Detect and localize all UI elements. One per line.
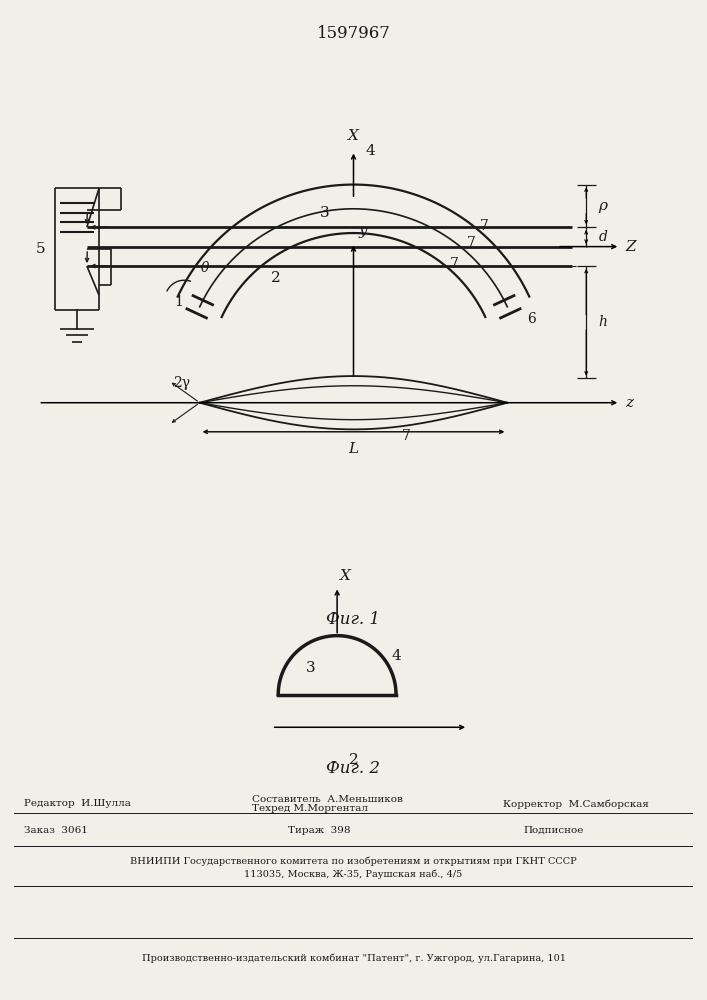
Text: θ: θ (200, 261, 209, 275)
Text: 6: 6 (527, 312, 535, 326)
Text: Фиг. 1: Фиг. 1 (327, 611, 380, 628)
Text: Редактор  И.Шулла: Редактор И.Шулла (24, 799, 132, 808)
Text: Производственно-издательский комбинат "Патент", г. Ужгород, ул.Гагарина, 101: Производственно-издательский комбинат "П… (141, 953, 566, 963)
Text: Тираж  398: Тираж 398 (288, 826, 351, 835)
Text: Заказ  3061: Заказ 3061 (24, 826, 88, 835)
Text: 7: 7 (402, 429, 411, 443)
Text: z: z (625, 396, 633, 410)
Text: L: L (349, 442, 358, 456)
Text: Z: Z (625, 240, 636, 254)
Text: 1597967: 1597967 (317, 24, 390, 41)
Text: d: d (598, 230, 607, 244)
Text: 4: 4 (391, 649, 401, 663)
Text: 113035, Москва, Ж-35, Раушская наб., 4/5: 113035, Москва, Ж-35, Раушская наб., 4/5 (245, 870, 462, 879)
Text: 7: 7 (467, 236, 476, 250)
Text: 4: 4 (366, 144, 375, 158)
Text: Подписное: Подписное (523, 826, 583, 835)
Text: 3: 3 (306, 661, 316, 675)
Text: X: X (340, 569, 351, 583)
Text: 5: 5 (36, 242, 46, 256)
Text: X: X (348, 129, 359, 143)
Text: ВНИИПИ Государственного комитета по изобретениям и открытиям при ГКНТ СССР: ВНИИПИ Государственного комитета по изоб… (130, 857, 577, 866)
Text: 2: 2 (349, 753, 358, 767)
Text: ρ: ρ (598, 199, 607, 213)
Text: Техред М.Моргентал: Техред М.Моргентал (252, 804, 368, 813)
Text: 7: 7 (450, 257, 459, 271)
Text: Фиг. 2: Фиг. 2 (327, 760, 380, 777)
Text: Составитель  А.Меньшиков: Составитель А.Меньшиков (252, 795, 402, 804)
Text: 1: 1 (174, 295, 182, 309)
Text: y: y (358, 224, 367, 238)
Text: Корректор  М.Самборская: Корректор М.Самборская (503, 799, 649, 809)
Text: h: h (598, 315, 607, 329)
Text: 3: 3 (320, 206, 329, 220)
Text: 2: 2 (271, 271, 281, 285)
Text: 7: 7 (480, 219, 489, 233)
Text: 2γ: 2γ (173, 376, 190, 390)
